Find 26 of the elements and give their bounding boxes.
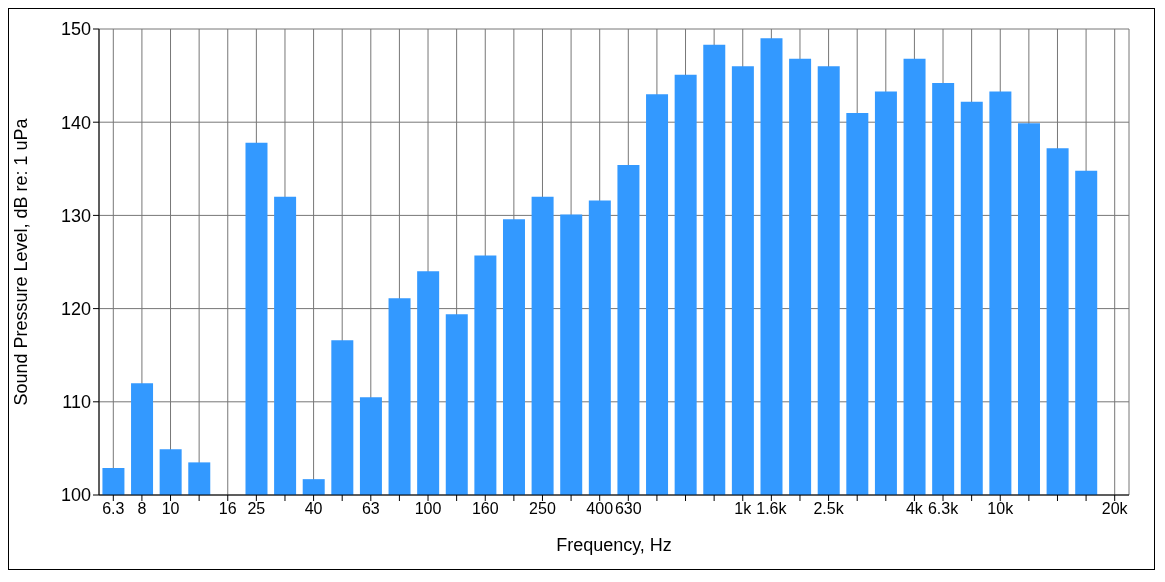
x-tick-label: 6.3k bbox=[927, 500, 960, 518]
y-tick-label: 140 bbox=[60, 112, 91, 133]
x-tick-label: 10k bbox=[987, 500, 1015, 518]
y-tick-label: 120 bbox=[60, 298, 91, 319]
x-tick-label: 16 bbox=[218, 500, 237, 518]
y-tick-label: 130 bbox=[60, 205, 91, 226]
x-tick-label: 160 bbox=[471, 500, 499, 518]
x-tick-label: 20k bbox=[1101, 500, 1129, 518]
x-tick-label: 1k bbox=[734, 500, 753, 518]
y-tick-label: 110 bbox=[62, 392, 91, 413]
x-tick-label: 250 bbox=[529, 500, 556, 518]
x-tick-label: 1.6k bbox=[756, 500, 788, 518]
x-tick-label: 10 bbox=[161, 500, 180, 518]
x-tick-label: 6.3 bbox=[102, 500, 125, 518]
x-tick-label: 2.5k bbox=[813, 500, 845, 518]
x-tick-label: 400 bbox=[586, 500, 614, 518]
y-tick-label: 150 bbox=[60, 19, 91, 40]
x-axis-title: Frequency, Hz bbox=[556, 535, 672, 555]
y-axis-title: Sound Pressure Level, dB re: 1 uPa bbox=[11, 117, 32, 406]
x-tick-label: 40 bbox=[304, 500, 323, 518]
x-tick-label: 100 bbox=[414, 500, 442, 518]
x-tick-label: 4k bbox=[905, 500, 924, 518]
x-tick-label: 63 bbox=[361, 500, 380, 518]
x-tick-label: 25 bbox=[247, 500, 266, 518]
x-tick-label: 630 bbox=[614, 500, 642, 518]
x-tick-label: 8 bbox=[137, 500, 147, 518]
